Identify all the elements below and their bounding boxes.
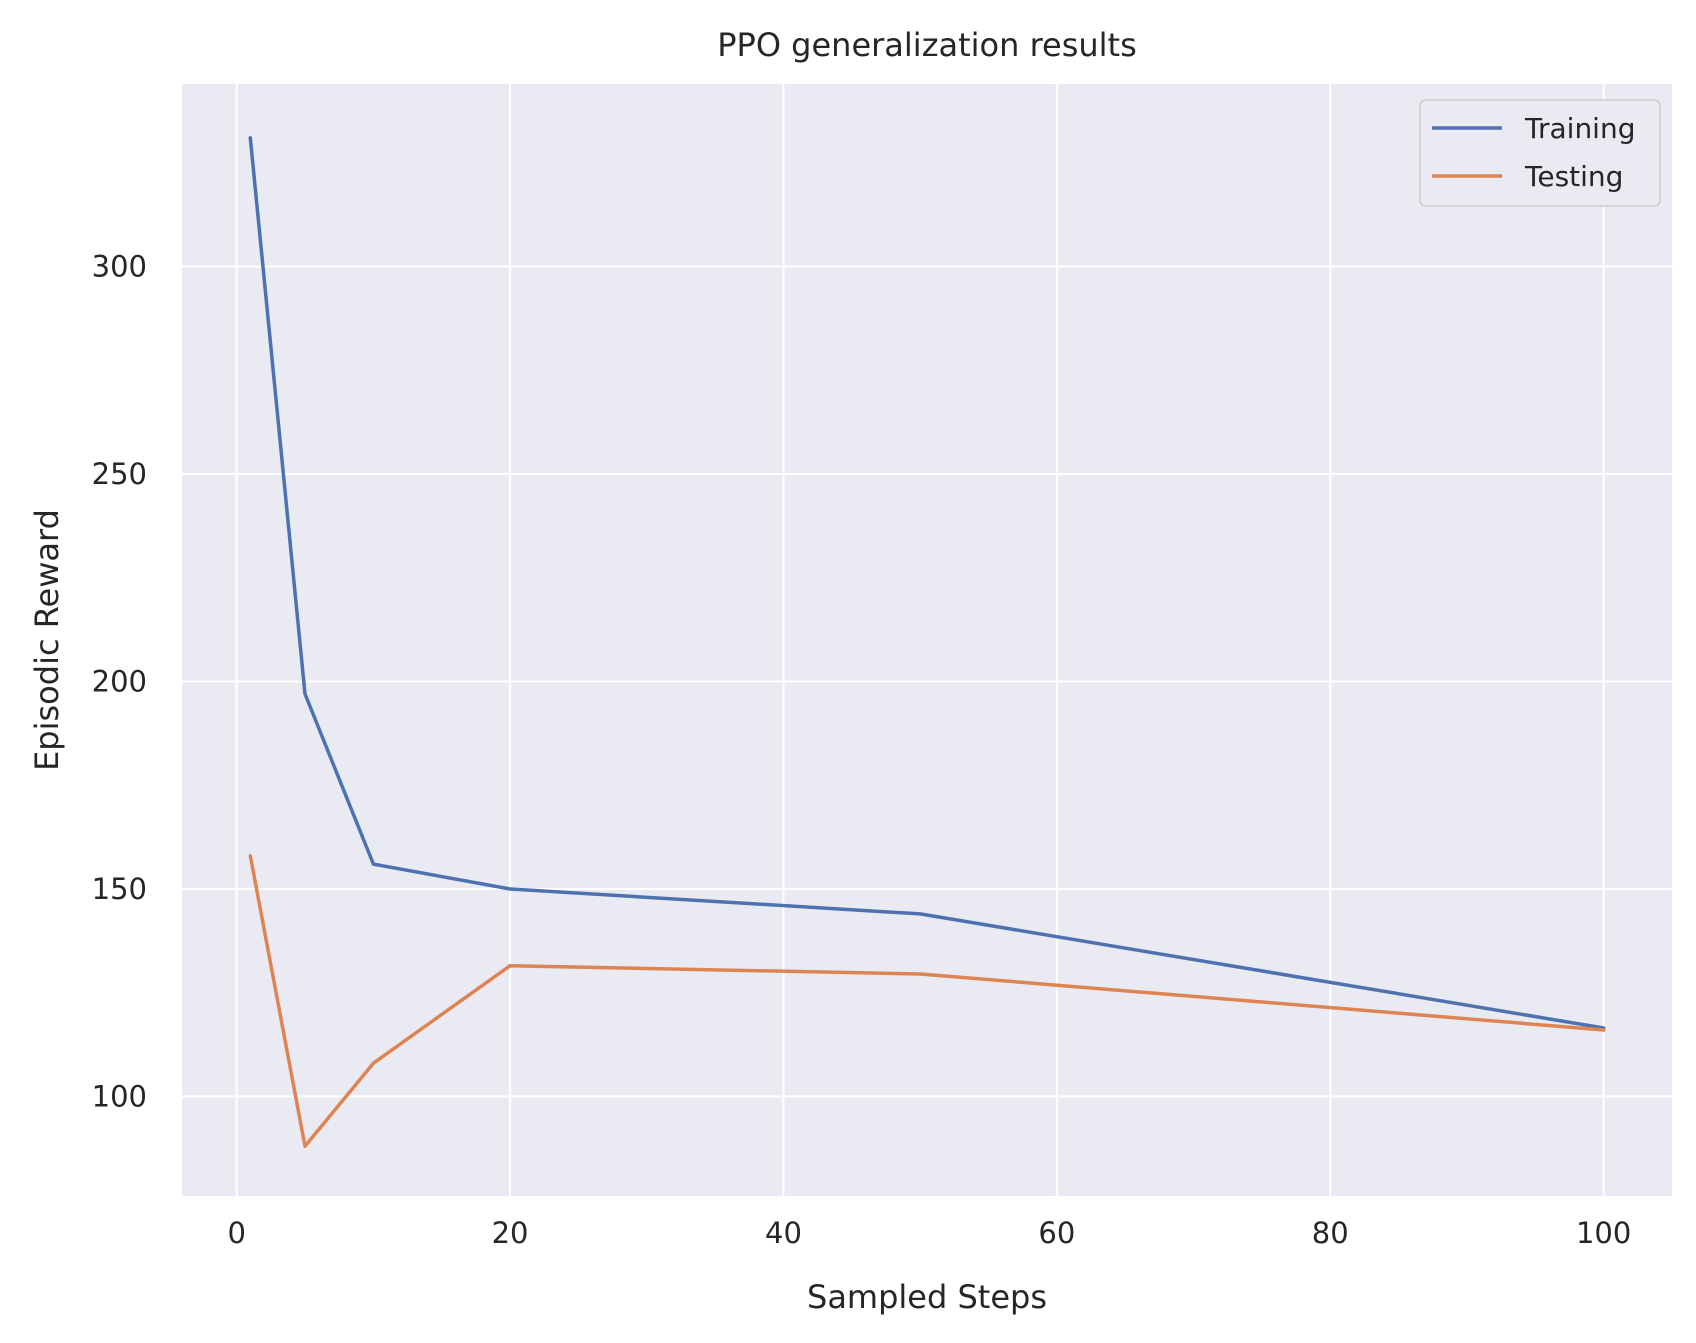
y-axis-label: Episodic Reward: [28, 509, 66, 771]
x-tick-label: 0: [227, 1216, 245, 1250]
x-tick-label: 40: [765, 1216, 802, 1250]
x-tick-label: 80: [1312, 1216, 1349, 1250]
plot-area: [182, 84, 1672, 1196]
x-tick-label: 20: [492, 1216, 529, 1250]
y-tick-label: 250: [92, 457, 147, 491]
x-tick-label: 100: [1576, 1216, 1631, 1250]
y-tick-label: 100: [92, 1079, 147, 1113]
y-tick-label: 200: [92, 664, 147, 698]
x-axis-ticks: 0 20 40 60 80 100: [227, 1216, 1631, 1250]
series-lines: [248, 136, 1606, 1148]
legend: Training Testing: [1419, 99, 1661, 207]
grid-lines: [182, 84, 1672, 1196]
y-tick-label: 150: [92, 872, 147, 906]
series-line-testing: [248, 854, 1606, 1148]
y-tick-label: 300: [92, 250, 147, 284]
series-line-training: [248, 136, 1606, 1030]
legend-label-testing: Testing: [1524, 160, 1623, 193]
x-tick-label: 60: [1038, 1216, 1075, 1250]
y-axis-ticks: 100 150 200 250 300: [92, 250, 147, 1114]
chart-title: PPO generalization results: [717, 26, 1137, 64]
x-axis-label: Sampled Steps: [807, 1278, 1047, 1316]
legend-label-training: Training: [1524, 112, 1635, 145]
